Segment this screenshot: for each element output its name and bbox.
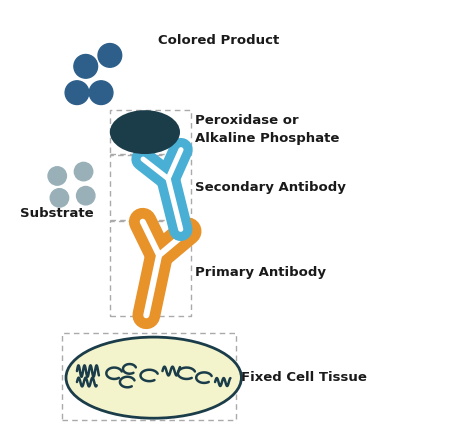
Circle shape (74, 55, 98, 78)
Circle shape (98, 44, 122, 67)
Ellipse shape (66, 337, 241, 418)
Circle shape (74, 163, 93, 181)
Text: Colored Product: Colored Product (158, 34, 279, 47)
Text: Fixed Cell Tissue: Fixed Cell Tissue (241, 371, 367, 384)
Text: Substrate: Substrate (20, 207, 93, 220)
Circle shape (48, 167, 66, 185)
Text: Primary Antibody: Primary Antibody (195, 266, 326, 279)
Circle shape (50, 189, 69, 207)
Ellipse shape (110, 110, 180, 154)
Circle shape (65, 81, 89, 104)
Circle shape (89, 81, 113, 104)
Text: Peroxidase or
Alkaline Phosphate: Peroxidase or Alkaline Phosphate (195, 115, 340, 146)
Circle shape (76, 186, 95, 205)
Text: Secondary Antibody: Secondary Antibody (195, 181, 346, 194)
